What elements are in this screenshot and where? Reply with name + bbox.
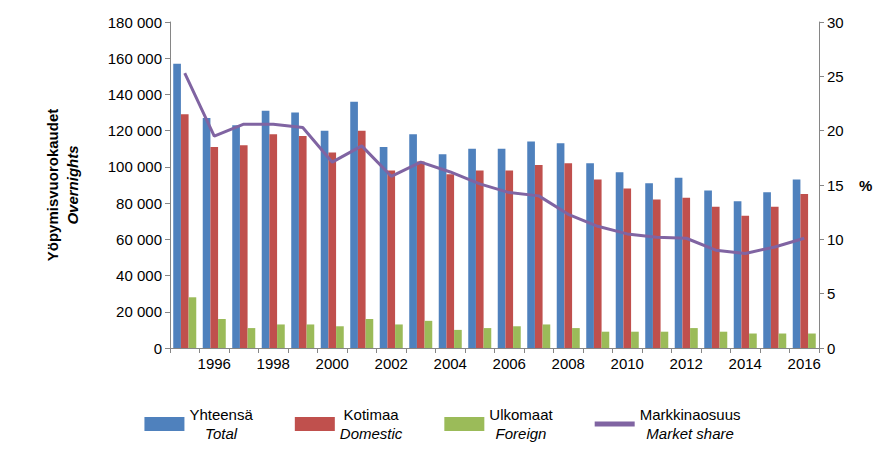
svg-text:10: 10	[827, 231, 844, 248]
svg-text:2004: 2004	[434, 355, 467, 372]
svg-text:120 000: 120 000	[108, 122, 162, 139]
svg-text:20 000: 20 000	[116, 303, 162, 320]
svg-text:2016: 2016	[788, 355, 821, 372]
svg-text:2008: 2008	[552, 355, 585, 372]
svg-text:Total: Total	[205, 425, 238, 442]
svg-text:Markkinaosuus: Markkinaosuus	[640, 406, 741, 423]
svg-text:60 000: 60 000	[116, 231, 162, 248]
svg-text:Yöpymisvuorokaudet: Yöpymisvuorokaudet	[44, 109, 61, 262]
svg-text:Market share: Market share	[646, 425, 734, 442]
svg-text:0: 0	[154, 340, 162, 357]
svg-text:100 000: 100 000	[108, 158, 162, 175]
svg-text:Domestic: Domestic	[340, 425, 403, 442]
svg-text:1996: 1996	[198, 355, 231, 372]
svg-text:30: 30	[827, 14, 844, 31]
svg-text:160 000: 160 000	[108, 50, 162, 67]
svg-text:15: 15	[827, 177, 844, 194]
svg-text:2002: 2002	[375, 355, 408, 372]
svg-text:%: %	[859, 177, 872, 194]
svg-text:2000: 2000	[316, 355, 349, 372]
svg-text:180 000: 180 000	[108, 14, 162, 31]
svg-text:Ulkomaat: Ulkomaat	[489, 406, 553, 423]
svg-text:2006: 2006	[493, 355, 526, 372]
svg-text:80 000: 80 000	[116, 195, 162, 212]
svg-text:140 000: 140 000	[108, 86, 162, 103]
svg-text:Foreign: Foreign	[496, 425, 547, 442]
svg-text:0: 0	[827, 340, 835, 357]
svg-text:1998: 1998	[257, 355, 290, 372]
svg-text:25: 25	[827, 68, 844, 85]
svg-text:Overnights: Overnights	[64, 145, 81, 224]
svg-text:2010: 2010	[611, 355, 644, 372]
svg-text:5: 5	[827, 285, 835, 302]
svg-text:2014: 2014	[729, 355, 762, 372]
svg-text:40 000: 40 000	[116, 267, 162, 284]
svg-text:2012: 2012	[670, 355, 703, 372]
svg-text:Kotimaa: Kotimaa	[344, 406, 400, 423]
svg-text:20: 20	[827, 122, 844, 139]
svg-text:Yhteensä: Yhteensä	[189, 406, 253, 423]
